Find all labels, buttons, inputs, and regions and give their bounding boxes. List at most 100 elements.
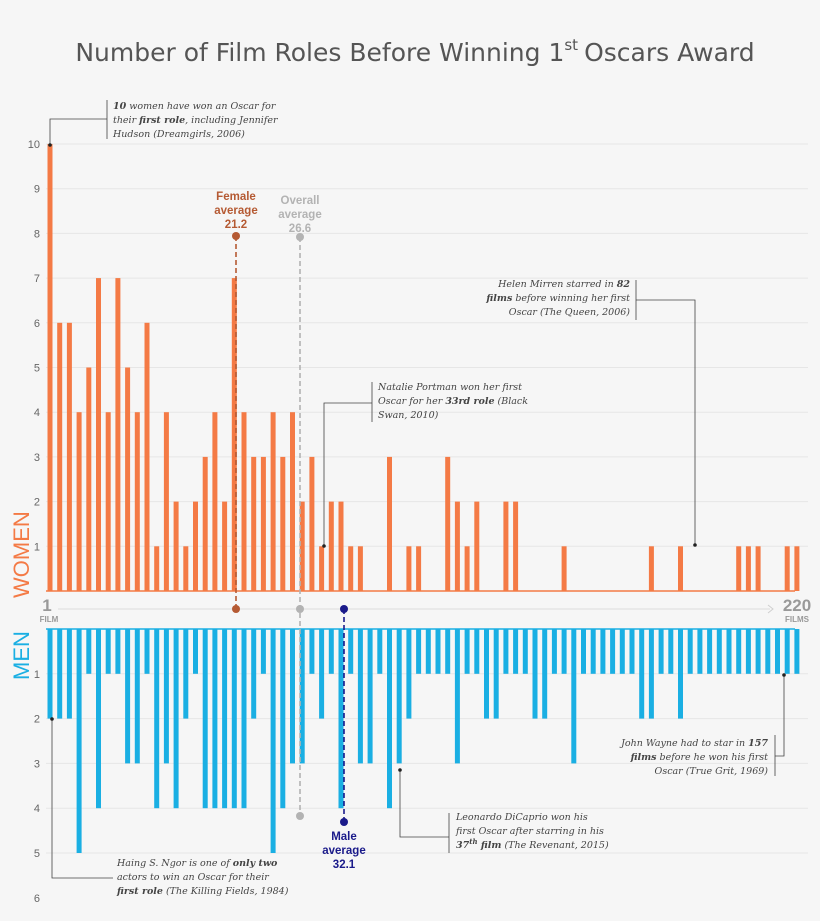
women-bar — [163, 412, 169, 591]
svg-text:Leonardo DiCaprio won his: Leonardo DiCaprio won his — [455, 812, 588, 823]
women-bar — [115, 278, 121, 591]
men-bar — [765, 629, 771, 674]
men-bar — [610, 629, 616, 674]
men-bar — [367, 629, 373, 764]
overall-average-marker: Overall average 26.6 — [278, 195, 322, 820]
men-bar — [154, 629, 160, 809]
annotation-hudson: 10 women have won an Oscar for their fir… — [48, 100, 279, 147]
women-y-tick: 7 — [34, 273, 40, 285]
men-bar — [66, 629, 72, 719]
men-bar — [280, 629, 286, 809]
women-bar — [260, 456, 266, 591]
women-bar — [270, 412, 276, 591]
women-bar — [222, 501, 228, 591]
women-y-tick: 10 — [28, 139, 40, 151]
x-start-label: 1 — [42, 596, 51, 615]
female-average-title: Female — [216, 191, 256, 203]
male-average-value: 32.1 — [333, 859, 356, 871]
men-bar — [551, 629, 557, 674]
women-bar — [416, 546, 422, 591]
men-bar — [639, 629, 645, 719]
women-bar — [561, 546, 567, 591]
men-bar — [260, 629, 266, 674]
women-bar — [154, 546, 160, 591]
women-bar — [348, 546, 354, 591]
men-bar — [134, 629, 140, 764]
men-bar — [619, 629, 625, 674]
women-bar — [387, 456, 392, 591]
women-bar — [173, 501, 179, 591]
men-bar — [726, 629, 732, 674]
svg-text:John Wayne had to star in 157: John Wayne had to star in 157 — [619, 738, 768, 749]
men-bar — [445, 629, 451, 674]
women-y-tick: 3 — [34, 452, 40, 464]
women-gridlines — [46, 143, 808, 547]
women-bar — [794, 546, 800, 591]
men-y-tick: 5 — [34, 848, 40, 860]
women-bar — [144, 322, 150, 591]
men-bar — [319, 629, 325, 719]
women-bar — [212, 412, 218, 591]
men-bar — [755, 629, 761, 674]
men-y-axis: 1 2 3 4 5 6 — [34, 669, 40, 905]
women-axis-label: WOMEN — [9, 511, 34, 598]
female-average-value: 21.2 — [225, 219, 247, 231]
women-bar — [96, 278, 101, 591]
svg-text:Swan, 2010): Swan, 2010) — [378, 410, 439, 421]
men-bar — [348, 629, 354, 674]
men-bar — [96, 629, 101, 809]
men-bar — [338, 629, 344, 809]
women-bar — [134, 412, 140, 591]
men-y-tick: 1 — [34, 669, 40, 681]
svg-text:first role (The Killing Fields: first role (The Killing Fields, 1984) — [116, 886, 289, 897]
women-bar — [202, 456, 208, 591]
men-bar — [561, 629, 567, 674]
men-bar — [387, 629, 392, 809]
overall-average-sub: average — [278, 209, 321, 221]
annotation-dicaprio: Leonardo DiCaprio won his first Oscar af… — [398, 768, 609, 853]
women-bar — [464, 546, 470, 591]
men-bar — [668, 629, 674, 674]
men-bar — [658, 629, 664, 674]
women-bar — [454, 501, 460, 591]
men-bar — [474, 629, 480, 674]
men-bar — [590, 629, 596, 674]
men-bar — [600, 629, 606, 674]
men-bar — [503, 629, 509, 674]
svg-text:films before he won his first: films before he won his first — [630, 752, 769, 763]
svg-text:their first role, including Je: their first role, including Jennifer — [113, 115, 279, 126]
men-bar — [571, 629, 577, 764]
men-bar — [522, 629, 528, 674]
svg-text:Haing S. Ngor is one of only t: Haing S. Ngor is one of only two — [116, 858, 278, 869]
women-bar — [290, 412, 295, 591]
men-bar — [241, 629, 247, 809]
men-bar — [357, 629, 363, 764]
male-average-marker: Male average 32.1 — [322, 605, 366, 871]
men-bar — [716, 629, 722, 674]
men-bar — [57, 629, 63, 719]
men-bar — [396, 629, 402, 764]
women-y-tick: 1 — [34, 541, 40, 553]
men-bar — [454, 629, 460, 764]
men-bar — [290, 629, 295, 764]
men-bar — [299, 629, 305, 764]
men-bar — [163, 629, 169, 764]
men-bar — [76, 629, 82, 853]
women-bar — [66, 322, 72, 591]
overall-average-value: 26.6 — [289, 223, 311, 235]
chart-title: Number of Film Roles Before Winning 1st O… — [75, 36, 754, 67]
x-end-label: 220 — [783, 596, 811, 615]
men-bar — [736, 629, 742, 674]
men-bar — [86, 629, 92, 674]
men-bars — [47, 629, 800, 853]
x-axis-arrow-icon — [767, 604, 774, 614]
women-y-tick: 4 — [34, 407, 40, 419]
men-bar — [173, 629, 179, 809]
men-bar — [328, 629, 334, 674]
men-bar — [406, 629, 412, 719]
men-bar — [581, 629, 586, 674]
men-bar — [745, 629, 751, 674]
men-bar — [125, 629, 131, 764]
women-bar — [47, 144, 53, 591]
men-bar — [648, 629, 654, 719]
